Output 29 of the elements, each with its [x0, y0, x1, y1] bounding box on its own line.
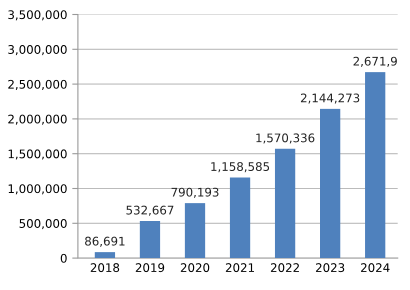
y-tick-label: 1,000,000 [8, 184, 67, 194]
x-tick-label: 2022 [270, 263, 299, 272]
bar [274, 148, 296, 258]
y-tick-label: 3,000,000 [8, 45, 67, 56]
bar [140, 221, 160, 258]
data-label: 532,667 [126, 206, 174, 216]
y-tick-label: 3,500,000 [8, 10, 67, 20]
y-tick-label: 2,000,000 [8, 114, 67, 125]
data-label: 2,671,9 [354, 56, 397, 67]
x-tick-label: 2020 [180, 263, 210, 272]
bar [94, 252, 116, 258]
bar [230, 177, 250, 258]
x-tick-label: 2021 [226, 263, 254, 272]
y-tick-label: 0 [60, 254, 67, 263]
y-tick-label: 500,000 [20, 219, 67, 230]
bar [320, 108, 340, 258]
y-tick-label: 2,500,000 [8, 80, 67, 90]
x-tick-label: 2023 [316, 263, 344, 272]
data-label: 790,193 [172, 188, 218, 198]
x-tick-label: 2024 [361, 263, 390, 272]
bar [365, 72, 386, 258]
data-label: 2,144,273 [300, 93, 360, 104]
x-tick-label: 2018 [90, 263, 120, 272]
bar [184, 203, 206, 258]
data-label: 1,158,585 [211, 162, 270, 172]
data-label: 1,570,336 [256, 133, 314, 144]
x-tick-label: 2019 [136, 263, 164, 272]
y-tick-label: 1,500,000 [8, 149, 67, 160]
data-label: 86,691 [85, 236, 124, 247]
